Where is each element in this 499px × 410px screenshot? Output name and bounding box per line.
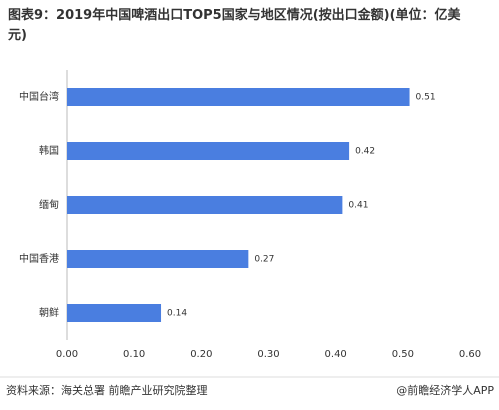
value-label: 0.51: [416, 93, 436, 103]
y-tick-label: 中国台湾: [19, 90, 59, 103]
credit: @前瞻经济学人APP: [396, 383, 494, 397]
x-tick-label: 0.00: [56, 349, 78, 360]
x-tick-label: 0.50: [392, 349, 414, 360]
x-tick-label: 0.20: [190, 349, 212, 360]
value-label: 0.27: [254, 255, 274, 265]
chart-title: 图表9：2019年中国啤酒出口TOP5国家与地区情况(按出口金额)(单位：亿美元…: [8, 8, 461, 43]
x-tick-label: 0.40: [325, 349, 347, 360]
source: 资料来源：海关总署 前瞻产业研究院整理: [6, 383, 208, 397]
x-tick-label: 0.30: [257, 349, 279, 360]
x-tick-label: 0.10: [123, 349, 145, 360]
value-label: 0.41: [348, 201, 368, 211]
y-tick-label: 缅甸: [39, 198, 59, 211]
y-tick-label: 朝鲜: [39, 306, 59, 319]
bar: [67, 142, 350, 160]
x-tick-label: 0.60: [459, 349, 481, 360]
y-tick-label: 中国香港: [19, 252, 59, 265]
bar: [67, 304, 162, 322]
y-tick-label: 韩国: [39, 144, 59, 157]
value-label: 0.42: [355, 147, 375, 157]
bar: [67, 250, 249, 268]
value-label: 0.14: [167, 309, 187, 319]
bar: [67, 88, 410, 106]
bar: [67, 196, 343, 214]
